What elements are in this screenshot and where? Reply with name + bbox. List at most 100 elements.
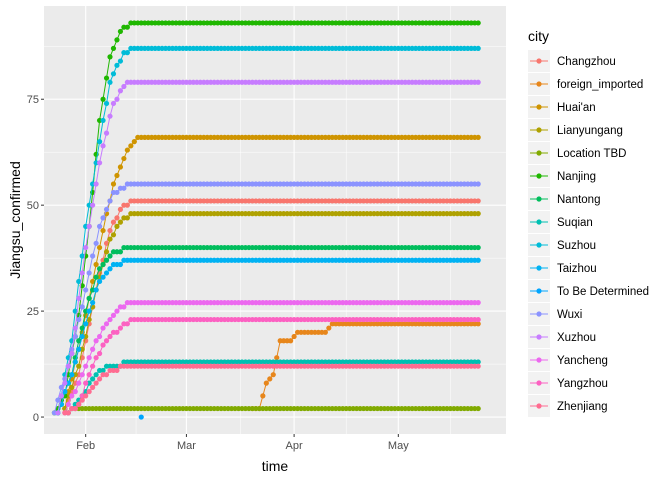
data-point — [96, 376, 103, 382]
data-point — [93, 240, 99, 246]
data-point — [475, 405, 481, 412]
legend-label: Zhenjiang — [557, 401, 608, 413]
legend-key-point — [536, 58, 542, 64]
series-yancheng — [62, 300, 481, 416]
data-point — [93, 338, 99, 344]
legend-item: Suzhou — [528, 234, 596, 256]
data-point — [114, 96, 120, 102]
legend-title: city — [528, 28, 549, 44]
data-point — [288, 338, 294, 344]
data-point — [475, 198, 481, 204]
data-point — [114, 172, 120, 179]
x-tick-label: Feb — [76, 440, 95, 452]
data-point — [79, 304, 85, 310]
data-point — [475, 359, 481, 365]
data-point — [131, 139, 137, 145]
x-axis-title: time — [262, 458, 289, 474]
data-point — [93, 355, 99, 361]
data-point — [100, 274, 106, 280]
data-point — [79, 372, 85, 378]
data-point — [93, 380, 99, 386]
legend-key-point — [536, 104, 542, 110]
data-point — [76, 346, 82, 352]
series-to-be-determined — [138, 414, 144, 420]
data-point — [103, 206, 110, 213]
data-point — [475, 321, 481, 327]
data-point — [86, 389, 92, 395]
data-point — [475, 134, 481, 140]
data-point — [100, 215, 106, 221]
data-point — [72, 359, 78, 365]
data-point — [110, 312, 117, 318]
x-tick-label: May — [388, 440, 409, 452]
data-point — [107, 236, 113, 242]
legend-item: To Be Determined — [528, 280, 649, 302]
data-point — [76, 363, 82, 369]
data-point — [79, 325, 85, 331]
data-point — [72, 389, 78, 395]
data-point — [475, 300, 481, 306]
data-point — [117, 219, 124, 225]
data-point — [114, 37, 120, 43]
data-point — [83, 380, 89, 386]
data-point — [114, 329, 120, 335]
data-point — [107, 54, 113, 60]
data-point — [72, 405, 78, 412]
legend-item: Changzhou — [528, 50, 616, 72]
legend-label: Yangzhou — [557, 378, 608, 390]
data-point — [65, 410, 71, 416]
data-point — [103, 270, 110, 276]
data-point — [107, 266, 113, 272]
data-point — [475, 45, 481, 51]
data-point — [90, 384, 96, 390]
legend-label: Wuxi — [557, 309, 582, 321]
data-point — [114, 367, 120, 374]
data-point — [69, 346, 75, 352]
data-point — [69, 350, 75, 357]
data-point — [117, 261, 124, 268]
data-point — [96, 266, 103, 272]
data-point — [103, 75, 110, 81]
data-point — [475, 79, 481, 85]
legend-item: Zhenjiang — [528, 395, 608, 417]
legend-key-point — [536, 173, 542, 179]
data-point — [107, 253, 113, 259]
data-point — [93, 181, 99, 187]
data-point — [114, 215, 120, 221]
legend-key-point — [536, 403, 542, 409]
series-layer — [51, 20, 481, 420]
data-point — [76, 316, 82, 323]
data-point — [90, 376, 96, 382]
legend-label: Nantong — [557, 194, 600, 206]
data-point — [90, 363, 96, 369]
data-point — [138, 414, 144, 420]
data-point — [86, 295, 92, 301]
data-point — [93, 261, 99, 268]
legend-key-point — [536, 265, 542, 271]
data-point — [90, 202, 96, 208]
legend-item: Taizhou — [528, 257, 597, 279]
data-point — [117, 28, 124, 35]
data-point — [96, 350, 103, 357]
data-point — [83, 321, 89, 327]
series-zhenjiang — [62, 363, 481, 416]
data-point — [121, 83, 127, 90]
data-point — [475, 181, 481, 187]
data-point — [475, 257, 481, 263]
x-axis: Feb Mar Apr May — [76, 434, 409, 452]
legend-key-point — [536, 311, 542, 317]
data-point — [96, 244, 103, 251]
data-point — [100, 261, 106, 268]
data-point — [110, 45, 117, 51]
y-tick-label: 25 — [27, 306, 39, 318]
legend-label: Suqian — [557, 217, 593, 229]
legend-key-point — [536, 288, 542, 294]
data-point — [100, 227, 106, 234]
legend-key-point — [536, 242, 542, 248]
legend-label: To Be Determined — [557, 286, 649, 298]
legend-item: Lianyungang — [528, 119, 623, 141]
series-lianyungang — [62, 211, 481, 412]
data-point — [121, 155, 127, 162]
data-point — [475, 211, 481, 217]
